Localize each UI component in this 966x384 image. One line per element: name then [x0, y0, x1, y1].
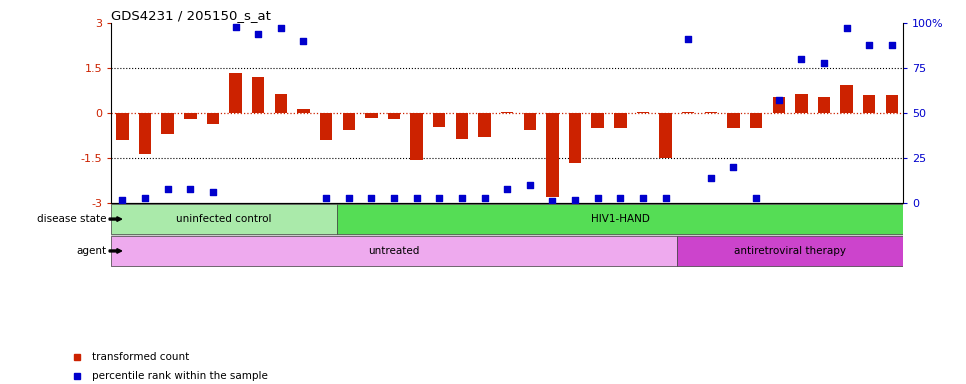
Bar: [660, 113, 671, 158]
Bar: [456, 113, 469, 139]
Point: [499, 185, 515, 192]
Text: antiretroviral therapy: antiretroviral therapy: [734, 246, 846, 256]
Bar: [524, 113, 536, 129]
Bar: [840, 84, 853, 113]
Point: [273, 25, 289, 31]
Bar: [637, 112, 649, 113]
Bar: [795, 94, 808, 113]
Bar: [252, 77, 265, 113]
Bar: [433, 113, 445, 127]
Bar: [161, 113, 174, 134]
Bar: [614, 113, 627, 128]
Bar: [343, 113, 355, 129]
Point: [771, 98, 786, 104]
Bar: [320, 113, 332, 140]
Text: GDS4231 / 205150_s_at: GDS4231 / 205150_s_at: [111, 9, 271, 22]
Bar: [591, 113, 604, 128]
Point: [749, 195, 764, 201]
Bar: [274, 94, 287, 113]
Bar: [501, 112, 513, 113]
Point: [545, 198, 560, 204]
Text: disease state: disease state: [37, 214, 106, 224]
Bar: [677, 236, 903, 266]
Point: [115, 197, 130, 203]
Bar: [886, 95, 898, 113]
Point: [409, 195, 424, 201]
Bar: [365, 113, 378, 118]
Point: [386, 195, 402, 201]
Bar: [727, 113, 740, 128]
Point: [590, 195, 606, 201]
Bar: [546, 113, 558, 197]
Point: [703, 175, 719, 181]
Point: [183, 185, 198, 192]
Point: [794, 56, 810, 62]
Bar: [682, 112, 695, 113]
Point: [884, 41, 899, 48]
Bar: [185, 113, 196, 119]
Text: percentile rank within the sample: percentile rank within the sample: [92, 371, 268, 381]
Text: untreated: untreated: [368, 246, 419, 256]
Bar: [387, 113, 400, 119]
Point: [137, 195, 153, 201]
Point: [296, 38, 311, 44]
Point: [477, 195, 493, 201]
Point: [160, 185, 176, 192]
Point: [838, 25, 854, 31]
Bar: [818, 97, 830, 113]
Bar: [411, 113, 423, 160]
Bar: [111, 236, 677, 266]
Bar: [337, 204, 903, 234]
Bar: [478, 113, 491, 137]
Text: uninfected control: uninfected control: [177, 214, 272, 224]
Point: [658, 195, 673, 201]
Point: [522, 182, 537, 188]
Point: [680, 36, 696, 42]
Bar: [111, 204, 337, 234]
Point: [612, 195, 628, 201]
Bar: [863, 95, 875, 113]
Point: [228, 23, 243, 30]
Point: [454, 195, 469, 201]
Bar: [207, 113, 219, 124]
Point: [725, 164, 741, 170]
Bar: [229, 73, 242, 113]
Point: [636, 195, 651, 201]
Point: [341, 195, 356, 201]
Text: HIV1-HAND: HIV1-HAND: [591, 214, 650, 224]
Bar: [750, 113, 762, 128]
Bar: [139, 113, 152, 154]
Point: [862, 41, 877, 48]
Point: [205, 189, 220, 195]
Bar: [704, 112, 717, 113]
Point: [250, 31, 266, 37]
Point: [319, 195, 334, 201]
Point: [363, 195, 379, 201]
Bar: [298, 109, 310, 113]
Bar: [116, 113, 128, 140]
Text: agent: agent: [76, 246, 106, 256]
Point: [567, 197, 582, 203]
Point: [816, 60, 832, 66]
Point: [432, 195, 447, 201]
Bar: [569, 113, 582, 162]
Bar: [773, 97, 785, 113]
Text: transformed count: transformed count: [92, 352, 189, 362]
